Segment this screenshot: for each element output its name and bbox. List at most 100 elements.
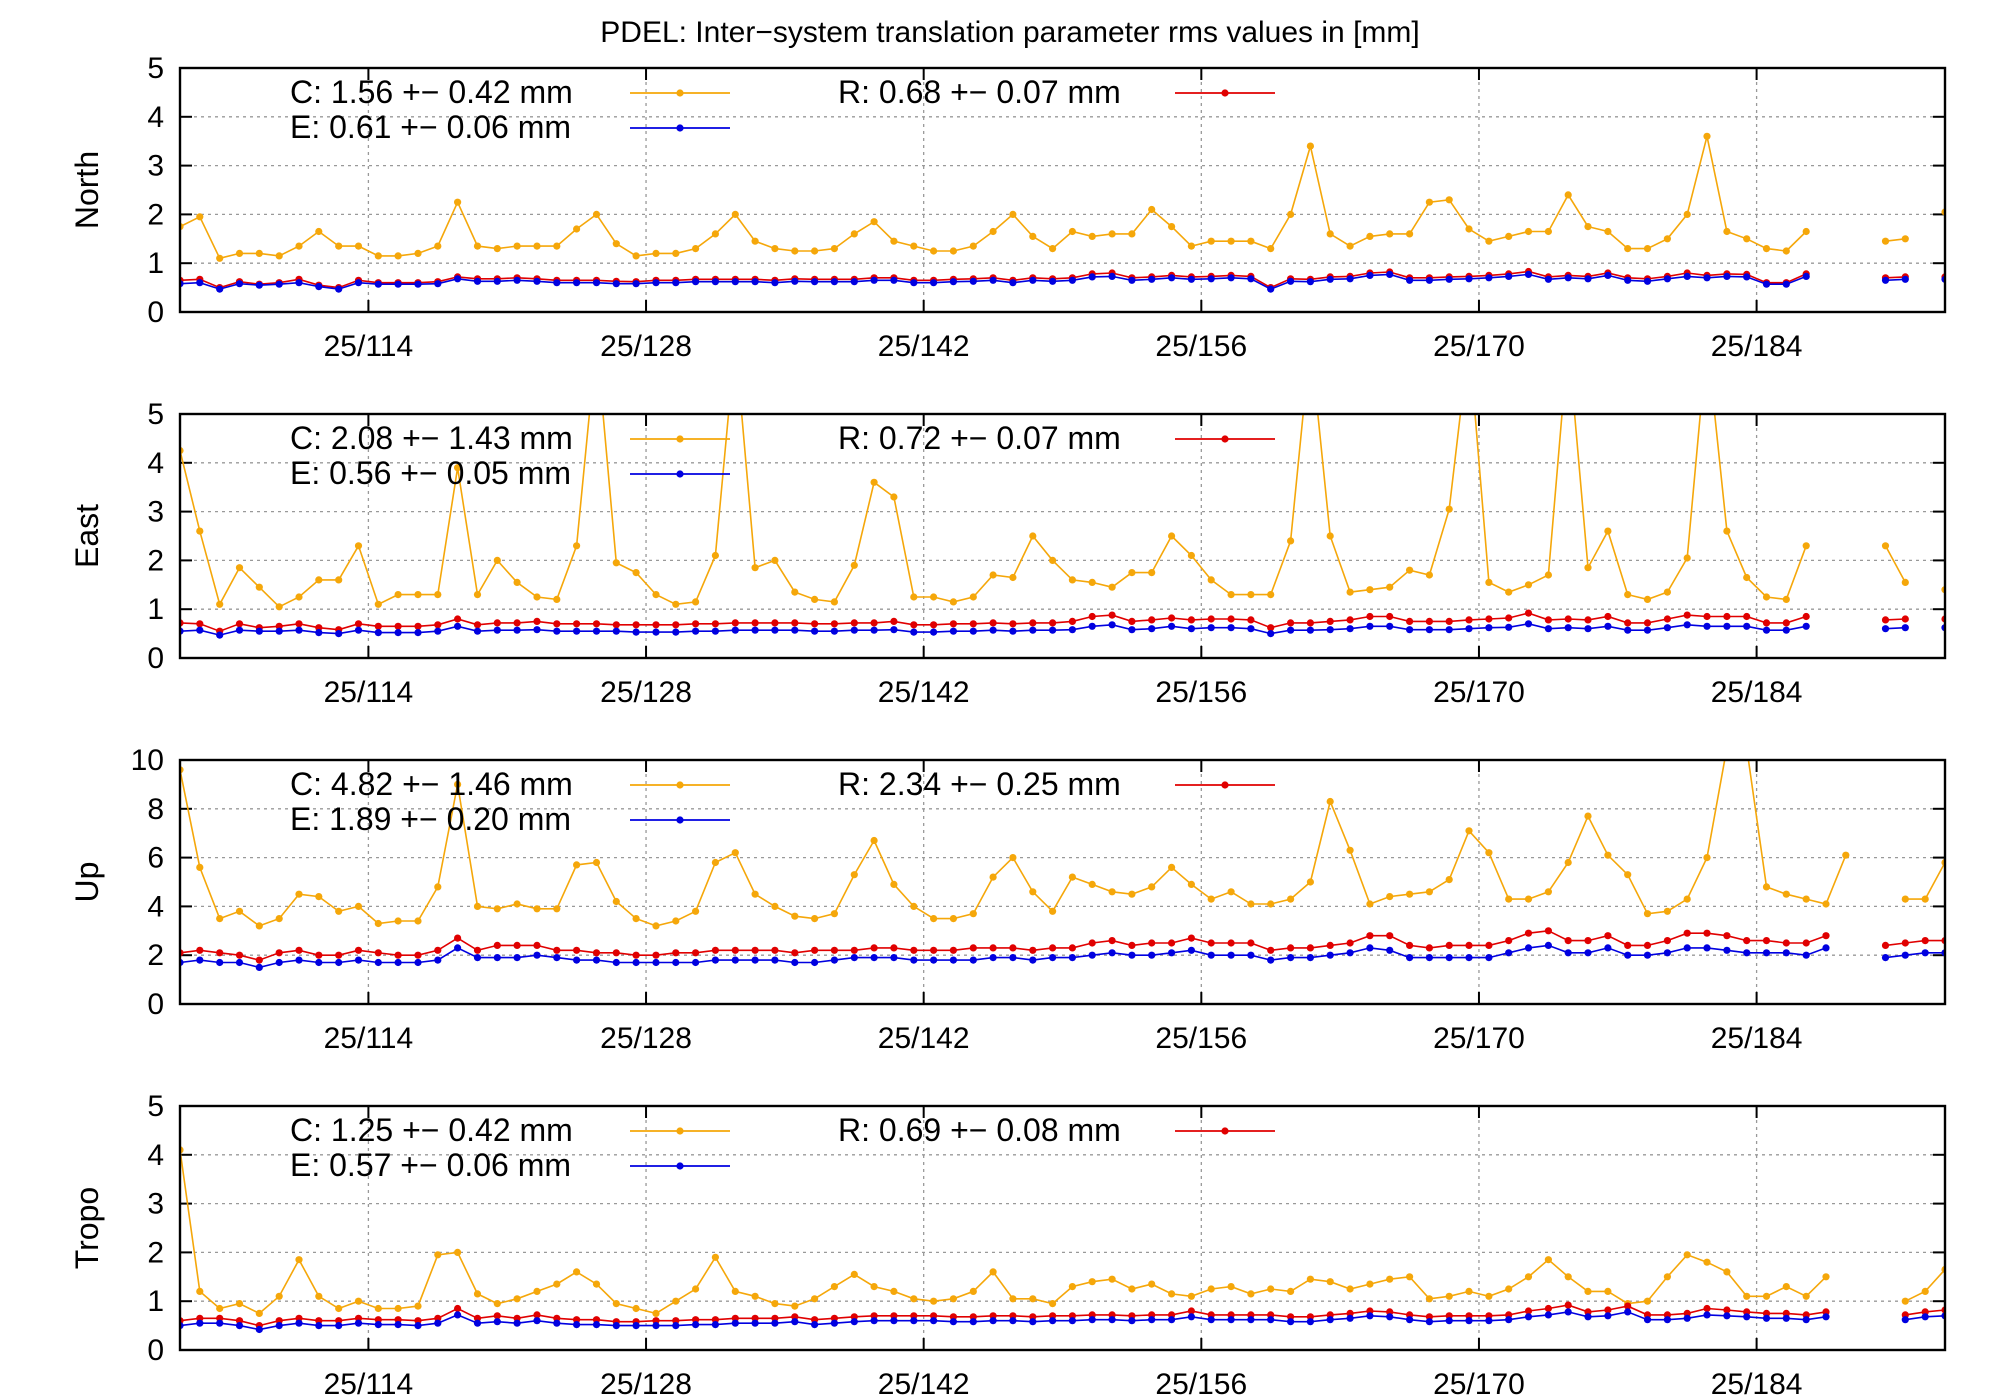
data-point-C — [1187, 551, 1195, 560]
data-point-E — [1901, 1316, 1909, 1324]
data-point-C — [910, 1295, 918, 1303]
y-tick-label: 1 — [147, 1285, 164, 1318]
data-point-C — [553, 595, 561, 604]
series-line-R — [180, 1304, 1945, 1327]
y-tick-label: 2 — [147, 198, 164, 231]
data-point-R — [989, 944, 997, 952]
data-point-C — [434, 591, 442, 599]
data-point-E — [315, 283, 323, 291]
data-point-E — [1267, 630, 1275, 638]
data-point-C — [969, 910, 977, 918]
data-point-E — [1306, 1318, 1314, 1326]
data-point-C — [573, 542, 581, 550]
data-point-E — [1108, 1316, 1116, 1324]
data-point-C — [751, 237, 759, 245]
x-tick-label: 25/128 — [600, 330, 692, 363]
data-point-E — [711, 627, 720, 635]
data-point-E — [1584, 1313, 1592, 1321]
data-point-E — [1921, 1313, 1929, 1321]
data-point-C — [1524, 227, 1533, 236]
data-point-E — [1247, 275, 1255, 283]
data-point-R — [1168, 614, 1176, 622]
data-point-E — [672, 279, 680, 287]
data-point-R — [890, 617, 898, 626]
data-point-C — [1326, 230, 1334, 238]
data-point-E — [394, 629, 402, 637]
data-point-E — [791, 626, 799, 634]
data-point-R — [1187, 1307, 1195, 1315]
data-point-E — [1901, 951, 1909, 959]
data-point-E — [235, 280, 244, 288]
data-point-C — [870, 836, 878, 845]
data-point-E — [1643, 277, 1652, 285]
data-point-C — [1168, 223, 1176, 231]
series-line-E — [180, 624, 1945, 635]
data-point-R — [354, 620, 363, 628]
data-point-E — [1663, 1316, 1671, 1324]
data-point-R — [1584, 616, 1592, 624]
data-point-C — [1683, 895, 1691, 903]
data-point-R — [1346, 939, 1354, 947]
data-point-C — [1703, 132, 1711, 140]
data-point-E — [1049, 626, 1057, 634]
data-point-C — [1088, 232, 1096, 240]
data-point-C — [255, 249, 263, 257]
data-point-C — [473, 902, 482, 911]
data-point-C — [1148, 883, 1156, 891]
data-point-C — [454, 198, 462, 206]
data-point-E — [791, 277, 799, 285]
data-point-C — [414, 591, 422, 599]
data-point-R — [612, 621, 620, 629]
data-point-C — [513, 242, 521, 250]
data-point-R — [1584, 937, 1592, 945]
data-point-C — [1842, 851, 1850, 859]
data-point-E — [771, 956, 779, 964]
data-point-E — [751, 956, 759, 964]
data-point-C — [811, 247, 819, 255]
data-point-E — [1168, 274, 1176, 282]
data-point-C — [1009, 854, 1017, 862]
x-tick-label: 25/170 — [1433, 1022, 1525, 1055]
data-point-E — [969, 627, 977, 635]
data-point-E — [1505, 272, 1513, 280]
data-point-R — [473, 946, 482, 954]
data-point-E — [1762, 626, 1771, 634]
data-point-E — [1009, 1317, 1017, 1325]
data-point-R — [1723, 932, 1731, 940]
data-point-C — [1584, 564, 1592, 572]
data-point-C — [533, 593, 541, 601]
data-point-C — [771, 902, 779, 911]
data-point-E — [335, 958, 343, 967]
data-point-C — [1148, 569, 1156, 577]
data-point-E — [1128, 951, 1136, 959]
data-point-E — [711, 278, 720, 286]
data-point-R — [830, 946, 839, 954]
series-line-R — [180, 272, 1945, 288]
data-point-R — [1802, 612, 1810, 621]
y-tick-label: 4 — [147, 101, 164, 134]
data-point-C — [1524, 581, 1533, 589]
data-point-E — [1108, 621, 1116, 629]
data-point-R — [632, 951, 640, 959]
data-point-C — [1643, 595, 1652, 604]
data-point-R — [1406, 941, 1414, 950]
x-tick-label: 25/142 — [878, 330, 970, 363]
data-point-C — [1187, 242, 1195, 250]
data-point-E — [731, 278, 739, 286]
data-point-E — [1406, 954, 1414, 962]
legend-label-E: E: 1.89 +− 0.20 mm — [290, 801, 571, 837]
data-point-E — [850, 954, 858, 962]
data-point-R — [533, 617, 541, 626]
data-point-C — [1108, 1275, 1116, 1283]
data-point-C — [1703, 1258, 1711, 1266]
data-point-E — [1108, 272, 1116, 280]
data-point-E — [1128, 1317, 1136, 1325]
panel-tropo: 0 1 2 3 4 5 25/114 25/128 25/142 25/156 25/170 25/1… — [69, 1090, 1947, 1400]
data-point-R — [1544, 1304, 1552, 1313]
series-group — [180, 1146, 1945, 1334]
data-point-R — [1326, 617, 1334, 626]
data-point-E — [1148, 1316, 1156, 1324]
data-point-R — [1921, 937, 1929, 945]
data-point-R — [414, 622, 422, 630]
data-point-C — [533, 905, 541, 913]
